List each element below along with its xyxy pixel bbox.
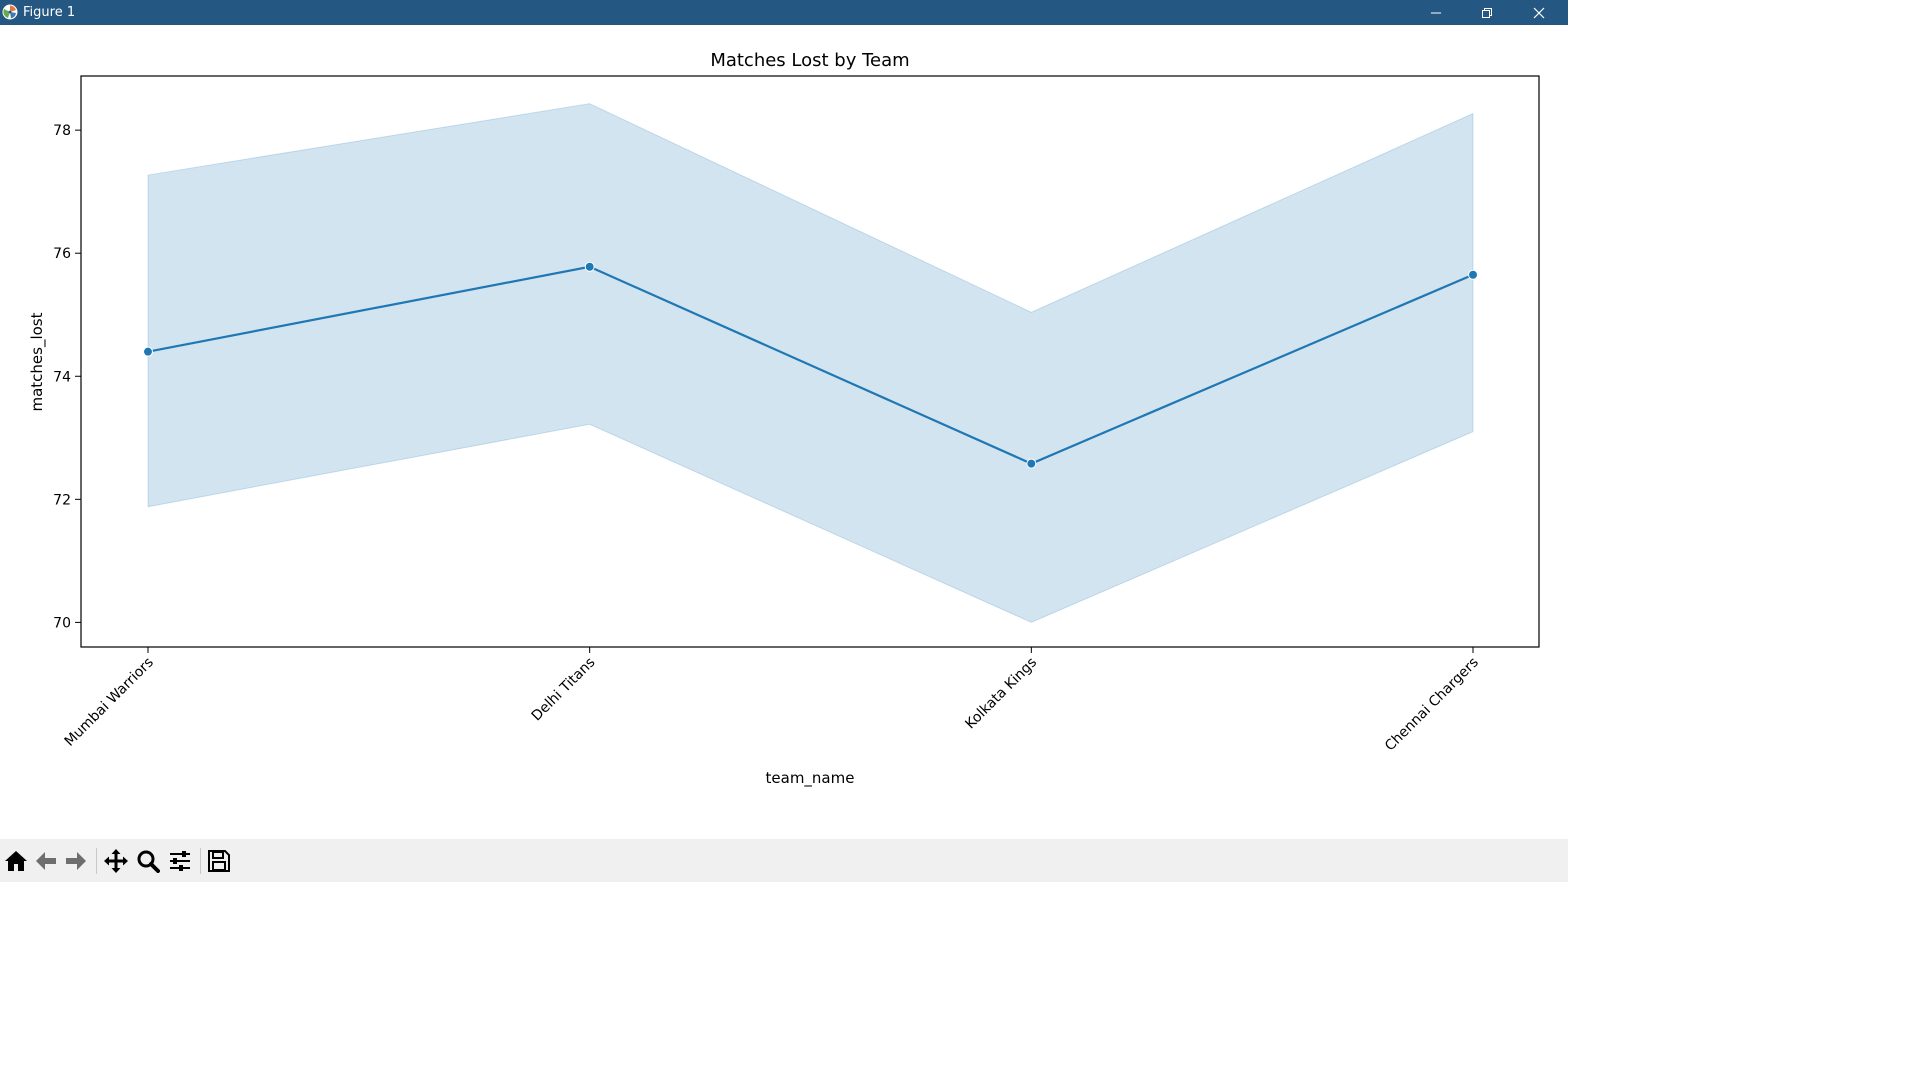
y-tick-label: 72	[53, 492, 71, 508]
close-button[interactable]	[1516, 0, 1562, 25]
x-tick-label: Delhi Titans	[529, 655, 599, 725]
line-chart: Matches Lost by Team 70 72 74 76 78 Mumbai Wa…	[28, 50, 1540, 788]
data-point	[1468, 269, 1478, 280]
zoom-button[interactable]	[134, 846, 162, 876]
x-axis-label: team_name	[766, 769, 855, 788]
x-tick-label: Chennai Chargers	[1382, 655, 1482, 755]
forward-arrow-icon	[66, 852, 86, 870]
y-tick-label: 70	[53, 615, 71, 631]
y-tick-label: 76	[53, 246, 71, 262]
configure-subplots-button[interactable]	[166, 846, 194, 876]
toolbar-separator	[96, 848, 97, 874]
x-tick-label: Kolkata Kings	[962, 655, 1040, 733]
close-icon	[1533, 7, 1545, 18]
toolbar-separator	[200, 848, 201, 874]
figure-canvas: Matches Lost by Team 70 72 74 76 78 Mumbai Wa…	[0, 25, 1568, 839]
data-point	[584, 261, 595, 272]
window-titlebar: Figure 1	[0, 0, 1568, 25]
plot-frame	[80, 75, 1540, 648]
navigation-toolbar	[0, 839, 1568, 882]
y-axis-label: matches_lost	[28, 312, 47, 411]
configure-subplots-icon	[170, 851, 190, 871]
data-point	[1026, 458, 1037, 469]
window-title: Figure 1	[23, 5, 76, 20]
save-icon	[208, 850, 230, 872]
home-button[interactable]	[2, 846, 30, 876]
home-icon	[5, 851, 27, 871]
data-point	[143, 346, 153, 357]
y-tick-label: 74	[53, 369, 71, 385]
restore-icon	[1482, 7, 1492, 18]
y-tick-label: 78	[53, 123, 71, 139]
forward-button[interactable]	[62, 846, 90, 876]
minimize-icon	[1431, 12, 1441, 13]
back-button[interactable]	[32, 846, 60, 876]
chart-title: Matches Lost by Team	[710, 50, 909, 71]
confidence-band	[147, 103, 1474, 623]
series-line	[147, 265, 1474, 465]
zoom-icon	[137, 850, 160, 873]
matplotlib-logo-icon	[2, 4, 18, 20]
pan-button[interactable]	[102, 846, 130, 876]
pan-icon	[104, 849, 128, 873]
x-tick-label: Mumbai Warriors	[62, 655, 157, 750]
back-arrow-icon	[36, 852, 56, 870]
save-button[interactable]	[205, 846, 233, 876]
restore-button[interactable]	[1464, 0, 1510, 25]
minimize-button[interactable]	[1413, 0, 1459, 25]
